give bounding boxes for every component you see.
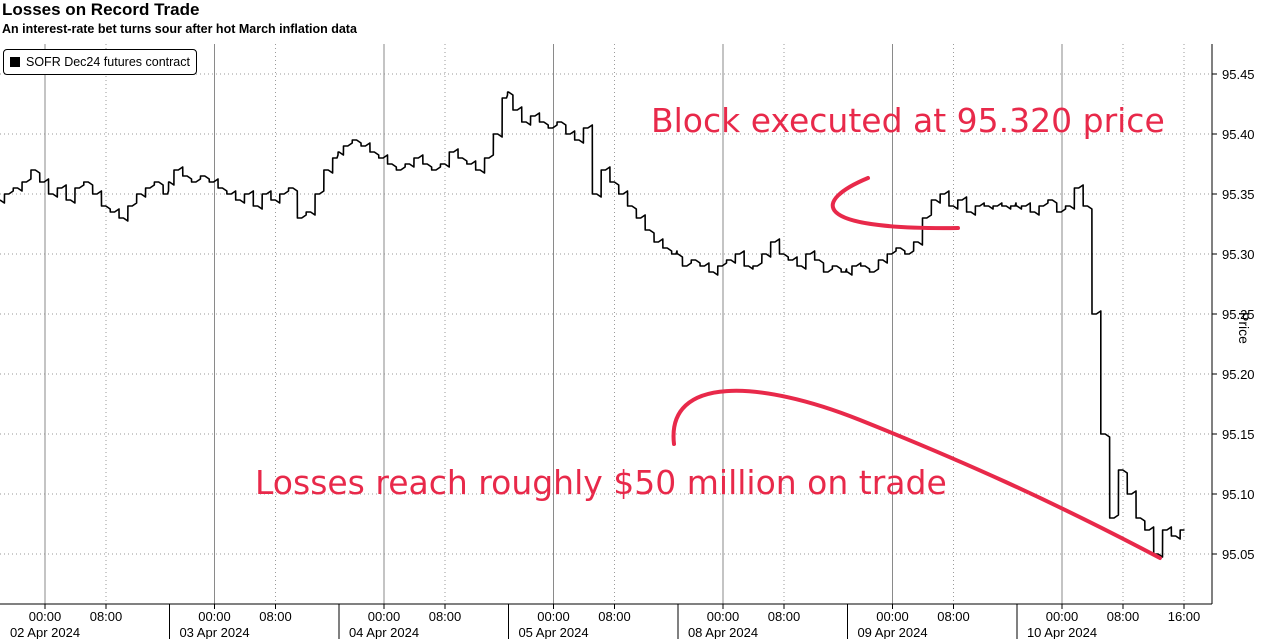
x-tick-label: 00:00 [1046,609,1079,624]
x-tick-label: 16:00 [1168,609,1201,624]
x-tick-label: 00:00 [707,609,740,624]
y-tick-label: 95.35 [1222,187,1255,202]
series-layer [0,91,1185,558]
x-day-label: 05 Apr 2024 [518,625,588,639]
series-line-sofr-dec24 [0,91,1185,558]
x-tick-label: 08:00 [598,609,631,624]
legend-label: SOFR Dec24 futures contract [26,55,190,69]
axes [0,44,1217,639]
x-day-label: 02 Apr 2024 [10,625,80,639]
losses-arrow [671,388,1162,560]
gridlines [0,44,1212,604]
y-tick-label: 95.10 [1222,487,1255,502]
x-tick-label: 08:00 [90,609,123,624]
y-tick-label: 95.15 [1222,427,1255,442]
x-tick-label: 08:00 [768,609,801,624]
x-day-label: 09 Apr 2024 [857,625,927,639]
x-tick-label: 00:00 [29,609,62,624]
annotation-losses: Losses reach roughly $50 million on trad… [255,463,947,502]
chart-title: Losses on Record Trade [2,0,200,19]
x-tick-label: 00:00 [198,609,231,624]
x-tick-label: 00:00 [876,609,909,624]
x-tick-label: 00:00 [537,609,570,624]
y-tick-label: 95.05 [1222,547,1255,562]
y-tick-label: 95.30 [1222,247,1255,262]
x-tick-label: 08:00 [937,609,970,624]
x-day-label: 08 Apr 2024 [688,625,758,639]
chart-subtitle: An interest-rate bet turns sour after ho… [2,22,357,36]
x-tick-label: 08:00 [1107,609,1140,624]
y-tick-label: 95.40 [1222,127,1255,142]
legend: SOFR Dec24 futures contract [3,49,197,75]
x-tick-label: 08:00 [429,609,462,624]
y-tick-label: 95.45 [1222,67,1255,82]
annotation-arrows [671,176,1162,560]
x-tick-label: 08:00 [259,609,292,624]
legend-swatch [10,57,20,67]
y-tick-label: 95.20 [1222,367,1255,382]
x-day-label: 10 Apr 2024 [1027,625,1097,639]
annotation-block-executed: Block executed at 95.320 price [651,101,1165,140]
y-tick-label: 95.25 [1222,307,1255,322]
x-day-label: 04 Apr 2024 [349,625,419,639]
block-arrow [830,176,960,231]
y-axis-label: Price [1236,312,1252,344]
x-day-label: 03 Apr 2024 [179,625,249,639]
tick-labels: 95.45 95.40 95.35 95.30 95.25 95.20 95.15 95.10… [10,67,1255,639]
x-tick-label: 00:00 [368,609,401,624]
